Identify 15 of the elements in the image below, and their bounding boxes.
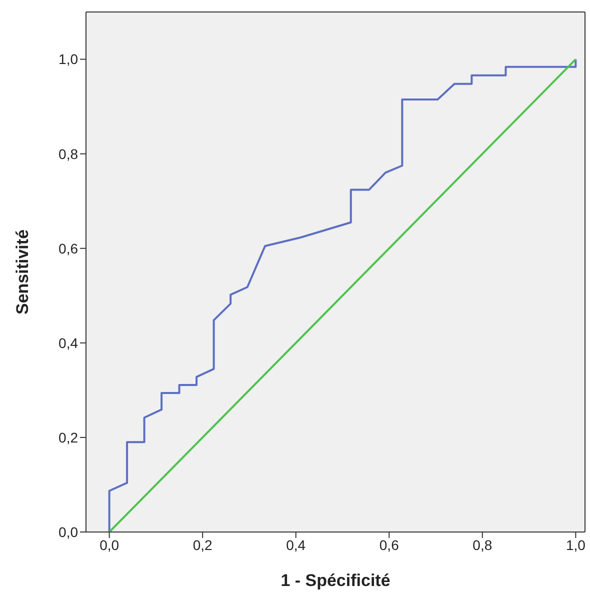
y-tick-label: 0,0 bbox=[58, 524, 78, 540]
y-tick-label: 1,0 bbox=[58, 51, 78, 68]
y-tick-label: 0,4 bbox=[58, 334, 78, 351]
line-series bbox=[108, 58, 577, 532]
x-axis-title: 1 - Spécificité bbox=[280, 571, 390, 590]
x-tick-label: 1,0 bbox=[566, 536, 586, 553]
x-tick-label: 0,6 bbox=[379, 536, 400, 553]
y-tick-label: 0,6 bbox=[58, 240, 78, 256]
x-tick-label: 0,2 bbox=[192, 536, 213, 553]
x-tick-label: 0,4 bbox=[286, 536, 306, 553]
y-tick-label: 0,2 bbox=[58, 429, 78, 446]
y-axis-title: Sensitivité bbox=[13, 229, 32, 315]
y-tick-label: 0,8 bbox=[58, 146, 78, 162]
x-tick-label: 0,8 bbox=[472, 536, 492, 553]
x-tick-label: 0,0 bbox=[100, 536, 120, 553]
